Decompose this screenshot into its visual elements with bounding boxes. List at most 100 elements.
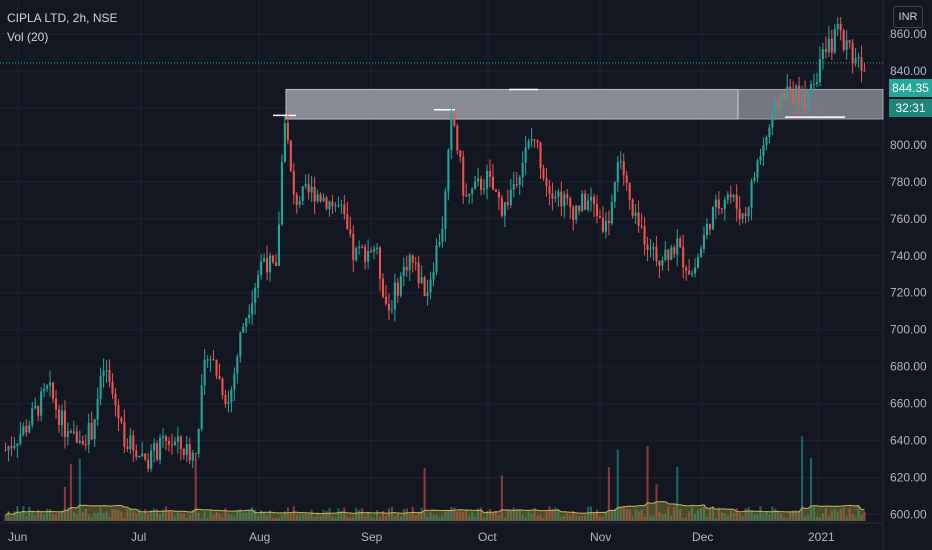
candle-body (349, 229, 352, 235)
candle-body (105, 369, 108, 372)
candle-body (426, 292, 429, 296)
candle-body (450, 113, 453, 150)
volume-bar (49, 509, 52, 521)
volume-bar (548, 506, 551, 521)
candle-body (578, 205, 581, 211)
volume-bar (566, 513, 569, 521)
candle-body (31, 408, 34, 426)
candle-body (628, 182, 631, 200)
volume-bar (762, 514, 765, 521)
volume-bar (251, 506, 254, 521)
volume-bar (322, 509, 325, 521)
candle-body (63, 410, 66, 437)
volume-bar (682, 517, 685, 521)
candle-body (804, 91, 807, 108)
x-tick-label: Aug (249, 530, 270, 544)
candle-body (480, 178, 483, 190)
volume-bar (438, 517, 441, 521)
volume-bar (459, 511, 462, 521)
volume-bar (274, 517, 278, 521)
volume-bar (289, 514, 292, 521)
volume-bar (182, 513, 185, 521)
volume-bar (857, 506, 860, 521)
candle-body (560, 191, 563, 207)
volume-bar (298, 514, 301, 521)
resistance-zone (273, 88, 884, 120)
volume-bar (396, 513, 399, 521)
candle-body (292, 170, 295, 195)
volume-bar (595, 509, 599, 521)
candle-body (381, 278, 385, 297)
candle-body (408, 255, 411, 271)
candle-body (182, 448, 185, 455)
candle-body (536, 140, 539, 143)
y-tick-label: 780.00 (890, 175, 927, 189)
candle-body (203, 359, 206, 386)
candle-body (66, 431, 69, 437)
candle-body (159, 437, 162, 460)
candle-body (215, 360, 218, 376)
volume-bar (480, 507, 483, 521)
candle-body (812, 83, 816, 85)
candle-body (57, 409, 61, 426)
volume-bar (771, 506, 774, 521)
volume-bar (224, 508, 227, 521)
candle-body (509, 189, 512, 206)
volume-bar (527, 511, 530, 521)
candle-body (248, 314, 251, 319)
candle-body (218, 375, 221, 379)
volume-bar (572, 510, 575, 521)
volume-bar (411, 506, 414, 521)
candle-body (251, 302, 254, 315)
candle-body (352, 234, 355, 261)
candle-body (78, 440, 81, 443)
volume-bar (694, 513, 697, 521)
volume-bar (167, 511, 171, 521)
candle-body (664, 249, 667, 261)
volume-bar (117, 510, 120, 521)
candle-body (483, 188, 486, 190)
volume-bar (756, 514, 759, 521)
candle-body (691, 273, 694, 275)
volume-bar (821, 513, 824, 521)
candle-body (49, 382, 52, 386)
candle-body (75, 431, 78, 443)
candle-body (500, 197, 503, 216)
volume-bar (581, 516, 584, 521)
volume-bar (658, 511, 661, 521)
candle-body (595, 204, 599, 217)
candle-body (688, 270, 691, 275)
candle-body (604, 220, 607, 232)
candle-body (111, 381, 114, 394)
candlesticks (4, 16, 866, 473)
volume-bar (402, 509, 405, 521)
candle-body (153, 443, 156, 451)
volume-bar (801, 436, 804, 521)
candle-body (310, 186, 313, 193)
candle-body (72, 431, 75, 433)
volume-bar (390, 506, 393, 521)
candle-body (783, 93, 786, 98)
volume-bar (649, 516, 652, 521)
volume-bar (135, 513, 138, 521)
volume-bar (4, 515, 7, 521)
volume-bar (209, 510, 212, 521)
candle-body (699, 248, 703, 258)
candle-body (295, 194, 298, 205)
candle-body (613, 182, 616, 202)
candle-body (806, 91, 810, 108)
volume-bar (646, 446, 649, 521)
volume-bar (22, 506, 25, 521)
candle-body (22, 426, 25, 435)
candle-body (298, 201, 301, 205)
volume-bar (494, 511, 497, 521)
volume-bar (114, 509, 117, 521)
volume-bar (854, 516, 857, 521)
volume-bar (200, 517, 203, 521)
volume-bar (792, 510, 795, 521)
volume-bar (729, 510, 732, 521)
candle-body (711, 207, 714, 230)
currency-button[interactable]: INR (893, 6, 923, 28)
candle-body (815, 82, 818, 84)
